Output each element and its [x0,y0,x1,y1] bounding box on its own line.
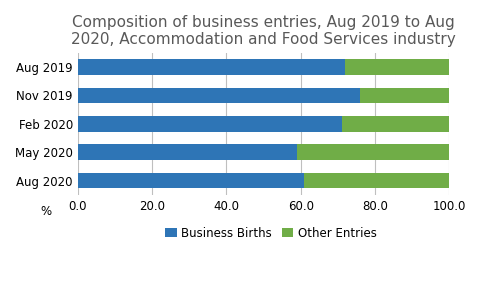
Bar [78,173,304,188]
Bar [78,88,360,103]
Title: Composition of business entries, Aug 2019 to Aug
2020, Accommodation and Food Se: Composition of business entries, Aug 201… [71,15,455,47]
Bar [78,116,341,132]
Bar [345,59,448,75]
Bar [304,173,448,188]
Bar [360,88,448,103]
Bar [78,144,296,160]
Legend: Business Births, Other Entries: Business Births, Other Entries [160,222,381,244]
X-axis label: %: % [40,205,52,218]
Bar [341,116,448,132]
Bar [78,59,345,75]
Bar [296,144,448,160]
